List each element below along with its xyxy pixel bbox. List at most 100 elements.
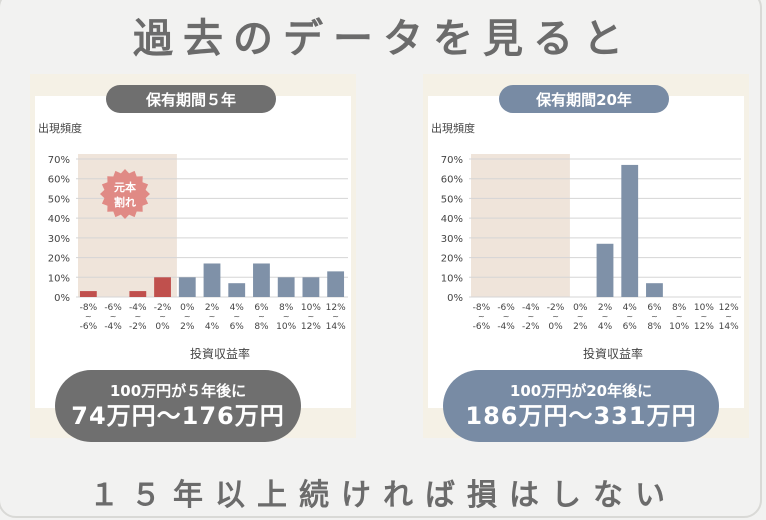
x-tick-label: -2% bbox=[129, 322, 147, 332]
y-tick-label: 40% bbox=[48, 214, 70, 225]
right-result-line2: 186万円〜331万円 bbox=[465, 402, 697, 430]
x-tick-label: 6% bbox=[647, 303, 662, 313]
x-tick-separator: ~ bbox=[332, 312, 339, 321]
y-tick-label: 10% bbox=[441, 273, 463, 284]
x-tick-label: -2% bbox=[547, 303, 565, 313]
x-tick-label: 10% bbox=[301, 303, 321, 313]
x-tick-label: 4% bbox=[230, 303, 245, 313]
x-tick-separator: ~ bbox=[478, 312, 485, 321]
x-tick-label: -4% bbox=[497, 322, 515, 332]
x-tick-label: -6% bbox=[104, 303, 122, 313]
x-tick-separator: ~ bbox=[602, 312, 609, 321]
right-period-pill: 保有期間20年 bbox=[499, 85, 669, 113]
x-tick-separator: ~ bbox=[725, 312, 732, 321]
x-tick-label: 0% bbox=[155, 322, 170, 332]
x-tick-separator: ~ bbox=[552, 312, 559, 321]
x-tick-label: 0% bbox=[573, 303, 588, 313]
x-tick-label: -8% bbox=[80, 303, 98, 313]
x-tick-label: 2% bbox=[180, 322, 195, 332]
x-tick-label: 10% bbox=[669, 322, 689, 332]
x-tick-separator: ~ bbox=[85, 312, 92, 321]
y-tick-label: 50% bbox=[48, 194, 70, 205]
x-tick-label: -4% bbox=[522, 303, 540, 313]
left-result-line2: 74万円〜176万円 bbox=[71, 402, 285, 430]
y-tick-label: 20% bbox=[441, 254, 463, 265]
x-tick-label: 14% bbox=[719, 322, 739, 332]
y-axis-label: 出現頻度 bbox=[431, 121, 475, 135]
bar bbox=[253, 263, 270, 297]
bar bbox=[302, 277, 320, 297]
y-axis-label: 出現頻度 bbox=[38, 121, 82, 135]
bar bbox=[621, 164, 639, 297]
x-tick-label: 2% bbox=[598, 303, 613, 313]
x-tick-separator: ~ bbox=[527, 312, 534, 321]
loss-badge bbox=[100, 169, 150, 219]
x-tick-label: 2% bbox=[573, 322, 588, 332]
x-tick-separator: ~ bbox=[577, 312, 584, 321]
x-axis-label: 投資収益率 bbox=[190, 346, 250, 361]
x-tick-label: 2% bbox=[205, 303, 220, 313]
x-tick-label: 0% bbox=[180, 303, 195, 313]
right-period-label: 保有期間20年 bbox=[536, 90, 632, 109]
x-tick-label: -6% bbox=[497, 303, 515, 313]
left-period-pill: 保有期間５年 bbox=[106, 85, 276, 113]
y-tick-label: 70% bbox=[441, 155, 463, 166]
x-tick-separator: ~ bbox=[701, 312, 708, 321]
bar bbox=[596, 243, 614, 297]
x-tick-label: 6% bbox=[254, 303, 269, 313]
bar bbox=[79, 291, 97, 297]
x-axis-label: 投資収益率 bbox=[583, 346, 643, 361]
x-tick-separator: ~ bbox=[159, 312, 166, 321]
x-tick-separator: ~ bbox=[134, 312, 141, 321]
x-tick-label: 12% bbox=[694, 322, 714, 332]
left-chart: 出現頻度0%10%20%30%40%50%60%70%-8%~-6%-6%~-4… bbox=[38, 121, 348, 361]
y-tick-label: 20% bbox=[48, 254, 70, 265]
y-tick-label: 10% bbox=[48, 273, 70, 284]
x-tick-label: -4% bbox=[104, 322, 122, 332]
x-tick-separator: ~ bbox=[308, 312, 315, 321]
bar bbox=[327, 271, 345, 297]
y-tick-label: 0% bbox=[447, 293, 463, 304]
loss-region bbox=[471, 154, 570, 297]
x-tick-label: 8% bbox=[672, 303, 687, 313]
x-tick-separator: ~ bbox=[651, 312, 658, 321]
x-tick-label: 8% bbox=[279, 303, 294, 313]
x-tick-label: 10% bbox=[694, 303, 714, 313]
y-tick-label: 50% bbox=[441, 194, 463, 205]
right-result-line1: 100万円が20年後に bbox=[509, 382, 653, 400]
x-tick-label: -8% bbox=[473, 303, 491, 313]
x-tick-label: -6% bbox=[473, 322, 491, 332]
y-tick-label: 70% bbox=[48, 155, 70, 166]
main-title: 過去のデータを見ると bbox=[133, 16, 633, 62]
x-tick-separator: ~ bbox=[233, 312, 240, 321]
y-tick-label: 0% bbox=[54, 293, 70, 304]
x-tick-label: -4% bbox=[129, 303, 147, 313]
x-tick-label: 6% bbox=[623, 322, 638, 332]
x-tick-label: 6% bbox=[230, 322, 245, 332]
y-tick-label: 30% bbox=[441, 234, 463, 245]
x-tick-separator: ~ bbox=[258, 312, 265, 321]
x-tick-separator: ~ bbox=[209, 312, 216, 321]
x-tick-label: 4% bbox=[205, 322, 220, 332]
x-tick-label: 14% bbox=[326, 322, 346, 332]
x-tick-label: 8% bbox=[254, 322, 269, 332]
left-result-line1: 100万円が５年後に bbox=[109, 382, 247, 400]
bar bbox=[646, 283, 663, 297]
right-result-pill: 100万円が20年後に 186万円〜331万円 bbox=[443, 370, 719, 442]
y-tick-label: 40% bbox=[441, 214, 463, 225]
x-tick-separator: ~ bbox=[110, 312, 117, 321]
x-tick-label: 12% bbox=[326, 303, 346, 313]
loss-badge-line1: 元本 bbox=[114, 180, 136, 194]
x-tick-label: 12% bbox=[719, 303, 739, 313]
bar bbox=[228, 283, 246, 297]
x-tick-label: 4% bbox=[623, 303, 638, 313]
bar bbox=[178, 277, 196, 297]
y-tick-label: 60% bbox=[441, 175, 463, 186]
x-tick-separator: ~ bbox=[676, 312, 683, 321]
x-tick-separator: ~ bbox=[626, 312, 633, 321]
bar bbox=[154, 277, 171, 297]
left-period-label: 保有期間５年 bbox=[145, 90, 236, 109]
x-tick-separator: ~ bbox=[503, 312, 510, 321]
bottom-message: １５年以上続ければ損はしない bbox=[89, 478, 677, 513]
